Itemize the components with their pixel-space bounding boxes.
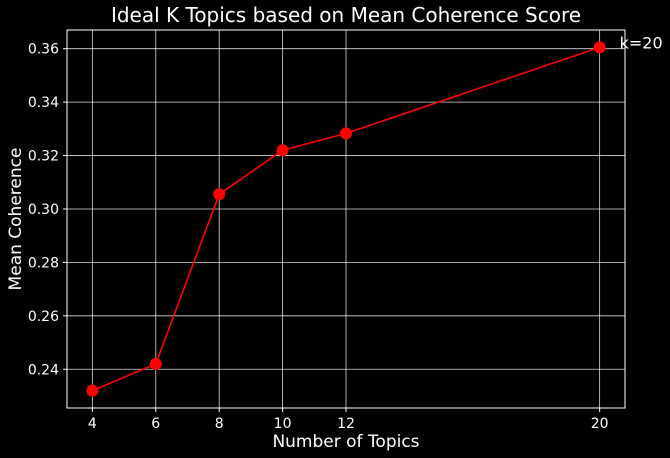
- y-tick-label: 0.30: [28, 202, 59, 218]
- x-tick-label: 8: [215, 416, 224, 432]
- y-tick-label: 0.36: [28, 42, 59, 58]
- y-axis-ticks: 0.24 0.26 0.28 0.30 0.32 0.34 0.36: [28, 42, 67, 378]
- y-tick-label: 0.34: [28, 95, 59, 111]
- x-tick-label: 10: [274, 416, 292, 432]
- data-point: [593, 41, 606, 54]
- y-tick-label: 0.32: [28, 149, 59, 165]
- y-tick-label: 0.26: [28, 309, 59, 325]
- y-tick-label: 0.28: [28, 255, 59, 271]
- data-point: [149, 357, 162, 370]
- chart-title: Ideal K Topics based on Mean Coherence S…: [111, 3, 581, 27]
- x-tick-label: 12: [337, 416, 355, 432]
- data-point: [213, 188, 226, 201]
- data-point: [86, 384, 99, 397]
- y-tick-label: 0.24: [28, 362, 59, 378]
- data-point: [340, 127, 352, 140]
- series-line: [92, 46, 600, 392]
- x-axis-ticks: 4 6 8 10 12 20: [88, 408, 609, 432]
- x-tick-label: 4: [88, 416, 97, 432]
- data-point: [276, 144, 289, 157]
- k-annotation: k=20: [620, 33, 663, 52]
- x-axis-label: Number of Topics: [272, 432, 419, 452]
- x-tick-label: 6: [151, 416, 160, 432]
- x-tick-label: 20: [591, 416, 609, 432]
- y-axis-label: Mean Coherence: [6, 148, 26, 291]
- series-group: [86, 41, 606, 397]
- grid-lines: [67, 30, 625, 408]
